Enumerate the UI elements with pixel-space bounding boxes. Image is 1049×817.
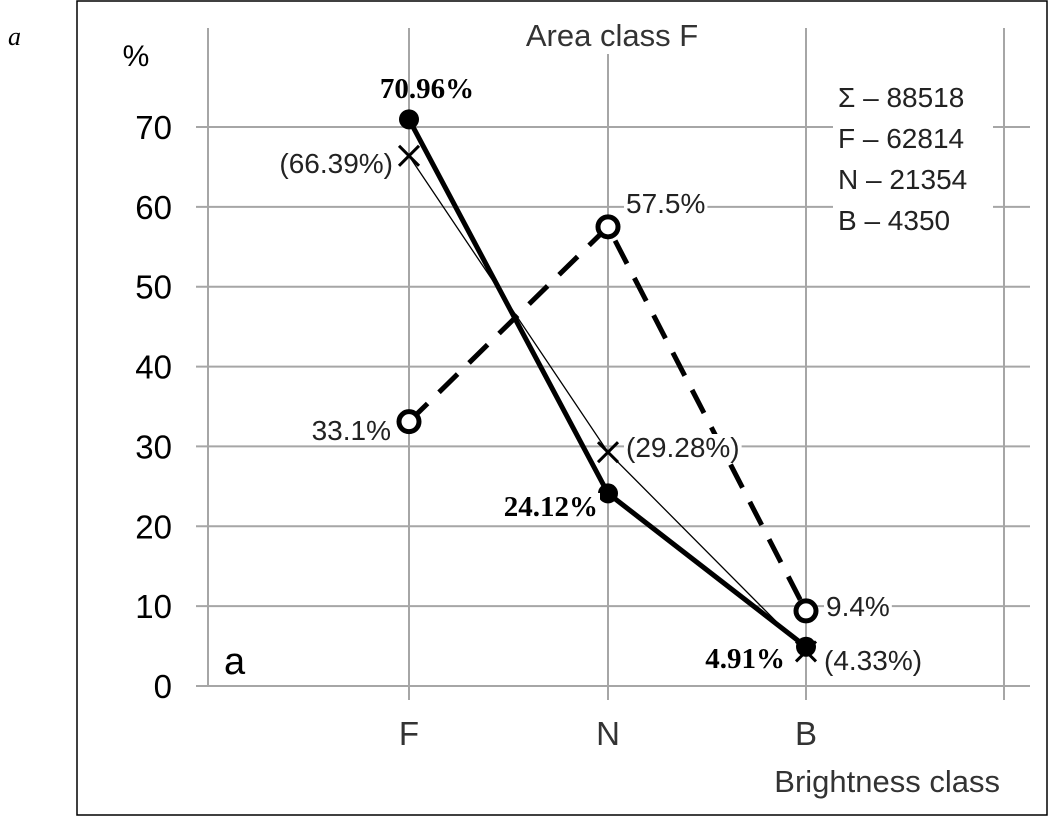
y-tick-label-20: 20	[135, 508, 172, 545]
data-label-bg-2-2	[824, 593, 892, 620]
series-1-marker-F-b	[397, 144, 421, 167]
totals-line-2: N – 21354	[838, 164, 967, 195]
data-label-series-1-B: (4.33%)	[824, 645, 922, 676]
totals-annotation: Σ – 88518 F – 62814 N – 21354 B – 4350	[838, 82, 967, 236]
tick-labels: 0 10 20 30 40 50 60 70 F N B	[135, 109, 817, 752]
series-2-marker-N	[595, 214, 621, 240]
series-2-marker-F	[396, 409, 422, 435]
data-label-series-2-F: 33.1%	[312, 415, 391, 446]
y-tick-label-60: 60	[135, 189, 172, 226]
data-label-bg-0-1	[501, 493, 600, 521]
totals-line-1: F – 62814	[838, 123, 964, 154]
panel-label: a	[224, 641, 246, 683]
y-tick-label-30: 30	[135, 428, 172, 465]
y-tick-label-0: 0	[154, 668, 172, 705]
data-labels: 70.96% 24.12% 4.91% (66.39%) (29.28%) (4.33%)…	[277, 73, 925, 676]
title-background	[455, 14, 771, 54]
data-label-series-2-N: 57.5%	[626, 188, 705, 219]
data-label-bg-0-2	[703, 645, 787, 673]
series-1-marker-N	[596, 441, 620, 464]
series-layer	[396, 109, 819, 663]
data-label-series-0-N: 24.12%	[504, 491, 598, 523]
series-0-marker-F	[399, 109, 419, 130]
totals-box	[833, 78, 993, 238]
x-axis-label: Brightness class	[774, 764, 1000, 799]
data-label-series-0-F: 70.96%	[380, 73, 474, 105]
data-label-bg-1-1	[624, 434, 742, 461]
x-tick-label-N: N	[596, 715, 620, 752]
series-2-line	[407, 222, 809, 613]
x-tick-label-F: F	[399, 715, 419, 752]
data-label-series-1-N: (29.28%)	[626, 432, 740, 463]
totals-line-0: Σ – 88518	[838, 82, 964, 113]
chart-title: Area class F	[526, 18, 698, 53]
y-tick-label-70: 70	[135, 109, 172, 146]
series-2-marker-B	[793, 598, 819, 624]
figure-label: a	[8, 22, 21, 51]
data-label-series-0-B: 4.91%	[705, 643, 785, 675]
series-1-marker-F	[397, 144, 421, 167]
y-tick-label-10: 10	[135, 588, 172, 625]
y-axis-label: %	[123, 40, 150, 73]
data-label-bg-1-0	[277, 150, 395, 177]
series-0-marker-B	[796, 636, 816, 657]
series-1-marker-B	[794, 640, 818, 663]
data-label-bg-2-0	[309, 417, 393, 444]
series-0-marker-N	[598, 483, 618, 504]
y-tick-label-50: 50	[135, 269, 172, 306]
series-1-marker-N-b	[596, 441, 620, 464]
data-label-series-2-B: 9.4%	[826, 591, 890, 622]
totals-line-3: B – 4350	[838, 205, 950, 236]
data-label-series-1-F: (66.39%)	[279, 148, 393, 179]
y-tick-label-40: 40	[135, 349, 172, 386]
data-label-bg-1-2	[822, 647, 925, 674]
x-tick-label-B: B	[795, 715, 817, 752]
data-label-bg-2-1	[624, 190, 708, 217]
series-1-marker-B-b	[794, 640, 818, 663]
